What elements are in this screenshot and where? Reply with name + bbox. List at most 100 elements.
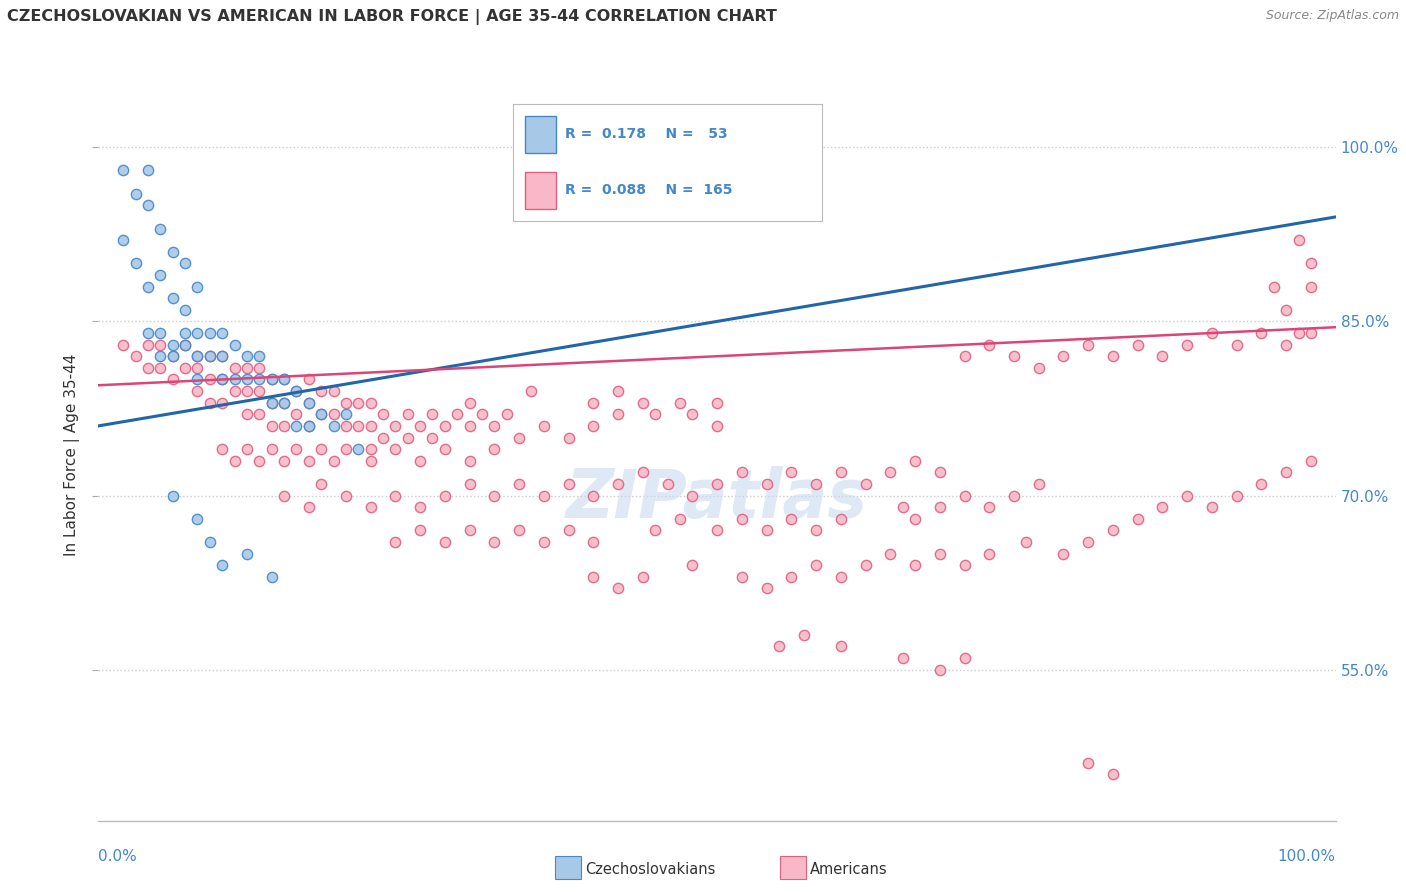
Point (273, 489, 295, 503)
Point (891, 500, 914, 515)
Point (1226, 489, 1249, 503)
Point (1250, 477, 1272, 491)
Point (322, 418, 344, 433)
Point (322, 384, 344, 398)
Point (186, 372, 208, 386)
Point (422, 407, 444, 421)
Point (953, 349, 976, 363)
Point (1102, 767, 1125, 781)
Point (298, 395, 321, 409)
Point (904, 512, 927, 526)
Point (433, 489, 456, 503)
Point (186, 349, 208, 363)
Point (186, 279, 208, 293)
Point (211, 372, 233, 386)
Point (520, 384, 543, 398)
Point (247, 454, 270, 468)
Point (260, 372, 283, 386)
Point (557, 430, 579, 444)
Point (273, 395, 295, 409)
Point (644, 524, 666, 538)
Point (631, 570, 654, 584)
Point (1126, 512, 1149, 526)
Point (273, 454, 295, 468)
Point (309, 442, 332, 456)
Point (298, 454, 321, 468)
Point (409, 524, 432, 538)
Point (198, 349, 221, 363)
Point (891, 651, 914, 665)
Point (1002, 349, 1025, 363)
Point (136, 326, 159, 340)
Point (384, 489, 406, 503)
Point (224, 454, 246, 468)
Point (309, 477, 332, 491)
Point (484, 442, 506, 456)
Point (1002, 489, 1025, 503)
Point (830, 640, 852, 654)
Point (186, 512, 208, 526)
Point (211, 349, 233, 363)
Point (347, 442, 370, 456)
Point (433, 535, 456, 549)
Point (347, 418, 370, 433)
Point (706, 477, 728, 491)
Point (979, 547, 1001, 561)
Point (211, 326, 233, 340)
Point (1126, 337, 1149, 351)
Point (236, 360, 259, 375)
Point (360, 454, 382, 468)
Point (1175, 337, 1198, 351)
Point (657, 477, 679, 491)
Point (136, 198, 159, 212)
Point (582, 489, 605, 503)
Point (731, 570, 754, 584)
Point (186, 349, 208, 363)
Point (224, 360, 246, 375)
Point (198, 349, 221, 363)
Text: 0.0%: 0.0% (98, 849, 138, 863)
Text: Czechoslovakians: Czechoslovakians (585, 863, 716, 877)
Point (879, 547, 901, 561)
Point (830, 466, 852, 480)
Point (360, 442, 382, 456)
Point (298, 395, 321, 409)
Point (458, 395, 481, 409)
Point (360, 395, 382, 409)
Point (174, 337, 197, 351)
Point (384, 418, 406, 433)
Point (484, 535, 506, 549)
Point (855, 558, 877, 573)
Point (149, 337, 172, 351)
Point (273, 372, 295, 386)
Point (1028, 360, 1050, 375)
Point (112, 163, 135, 178)
Point (607, 477, 630, 491)
Point (211, 372, 233, 386)
Point (458, 454, 481, 468)
Point (247, 349, 270, 363)
Point (830, 512, 852, 526)
Point (557, 477, 579, 491)
Point (162, 291, 184, 305)
Point (224, 384, 246, 398)
Point (979, 337, 1001, 351)
Point (149, 268, 172, 282)
Point (124, 349, 146, 363)
Point (396, 407, 419, 421)
Point (247, 407, 270, 421)
Point (211, 558, 233, 573)
Text: ZIPatlas: ZIPatlas (567, 466, 868, 532)
Point (582, 395, 605, 409)
Point (1015, 535, 1038, 549)
Point (631, 466, 654, 480)
Point (186, 326, 208, 340)
Point (198, 395, 221, 409)
Point (335, 442, 357, 456)
Point (124, 256, 146, 270)
Point (706, 418, 728, 433)
Point (1077, 535, 1099, 549)
Point (211, 349, 233, 363)
Point (322, 454, 344, 468)
Point (1175, 489, 1198, 503)
